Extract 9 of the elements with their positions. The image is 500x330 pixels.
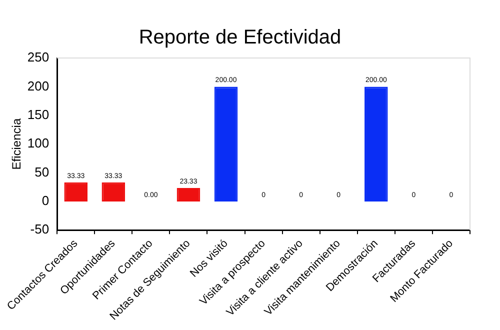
- y-tick-label: 250: [27, 50, 50, 65]
- y-tick-label: -50: [30, 222, 50, 237]
- y-axis-title: Eficiencia: [10, 118, 24, 170]
- chart-title: Reporte de Efectividad: [138, 26, 342, 49]
- y-tick-label: 150: [27, 106, 50, 122]
- y-tick-label: 200: [27, 78, 50, 94]
- y-tick-label: 100: [27, 136, 50, 151]
- y-tick-label: 0: [42, 193, 50, 208]
- y-tick-label: 50: [34, 164, 50, 180]
